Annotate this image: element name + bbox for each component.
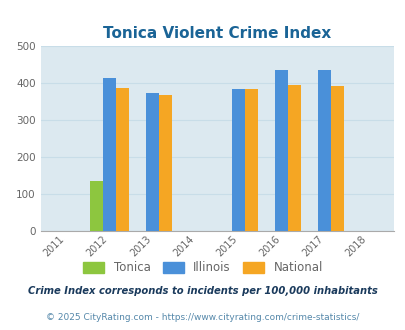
Bar — [232, 89, 245, 231]
Bar — [275, 70, 288, 231]
Bar — [116, 88, 129, 231]
Bar — [288, 84, 301, 231]
Bar — [90, 182, 103, 231]
Text: Crime Index corresponds to incidents per 100,000 inhabitants: Crime Index corresponds to incidents per… — [28, 286, 377, 296]
Bar — [159, 95, 172, 231]
Title: Tonica Violent Crime Index: Tonica Violent Crime Index — [103, 26, 330, 41]
Bar — [318, 70, 330, 231]
Bar — [146, 93, 159, 231]
Bar — [330, 86, 343, 231]
Bar — [245, 89, 258, 231]
Bar — [103, 78, 116, 231]
Legend: Tonica, Illinois, National: Tonica, Illinois, National — [78, 257, 327, 279]
Text: © 2025 CityRating.com - https://www.cityrating.com/crime-statistics/: © 2025 CityRating.com - https://www.city… — [46, 313, 359, 322]
